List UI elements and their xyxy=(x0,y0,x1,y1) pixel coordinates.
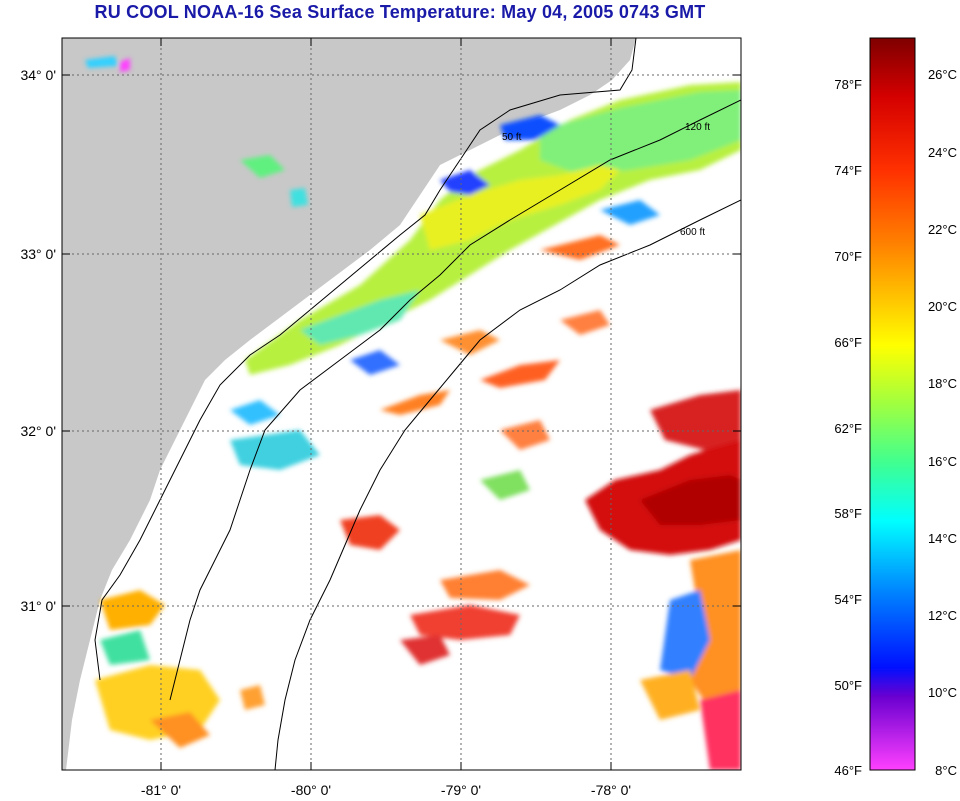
colorbar-label-f-4: 62°F xyxy=(834,421,862,436)
axis-ticks xyxy=(62,38,741,770)
contour-label-50ft: 50 ft xyxy=(502,132,522,143)
colorbar-label-f-8: 46°F xyxy=(834,763,862,778)
lon-label-81: -81° 0' xyxy=(141,782,181,798)
colorbar-label-c-3: 20°C xyxy=(928,299,957,314)
graticule xyxy=(62,38,741,770)
sst-data-layer xyxy=(85,56,741,770)
colorbar-label-c-2: 22°C xyxy=(928,222,957,237)
temperature-colorbar xyxy=(869,37,916,771)
colorbar-label-f-0: 78°F xyxy=(834,77,862,92)
lat-label-34: 34° 0' xyxy=(20,67,56,83)
colorbar-label-f-3: 66°F xyxy=(834,335,862,350)
map-frame xyxy=(61,37,742,771)
lat-label-31: 31° 0' xyxy=(20,598,56,614)
colorbar-label-f-1: 74°F xyxy=(834,163,862,178)
colorbar-label-f-6: 54°F xyxy=(834,592,862,607)
colorbar-celsius-labels: 26°C 24°C 22°C 20°C 18°C 16°C 14°C 12°C … xyxy=(928,67,957,778)
colorbar-label-c-4: 18°C xyxy=(928,376,957,391)
contour-label-600ft: 600 ft xyxy=(680,227,705,238)
lon-label-79: -79° 0' xyxy=(441,782,481,798)
colorbar-label-c-1: 24°C xyxy=(928,145,957,160)
map-title: RU COOL NOAA-16 Sea Surface Temperature:… xyxy=(94,2,706,22)
colorbar-label-f-7: 50°F xyxy=(834,678,862,693)
lat-label-33: 33° 0' xyxy=(20,246,56,262)
colorbar-label-c-8: 10°C xyxy=(928,685,957,700)
lon-label-78: -78° 0' xyxy=(591,782,631,798)
bathymetry-contours xyxy=(94,38,741,770)
lon-label-80: -80° 0' xyxy=(291,782,331,798)
colorbar-label-c-7: 12°C xyxy=(928,608,957,623)
colorbar-label-c-0: 26°C xyxy=(928,67,957,82)
contour-label-120ft: 120 ft xyxy=(685,122,710,133)
colorbar-label-c-9: 8°C xyxy=(935,763,957,778)
colorbar-label-f-2: 70°F xyxy=(834,249,862,264)
lat-label-32: 32° 0' xyxy=(20,423,56,439)
colorbar-label-c-5: 16°C xyxy=(928,454,957,469)
colorbar-label-c-6: 14°C xyxy=(928,531,957,546)
colorbar-label-f-5: 58°F xyxy=(834,506,862,521)
land-area xyxy=(62,38,636,770)
colorbar-fahrenheit-labels: 78°F 74°F 70°F 66°F 62°F 58°F 54°F 50°F … xyxy=(834,77,862,778)
